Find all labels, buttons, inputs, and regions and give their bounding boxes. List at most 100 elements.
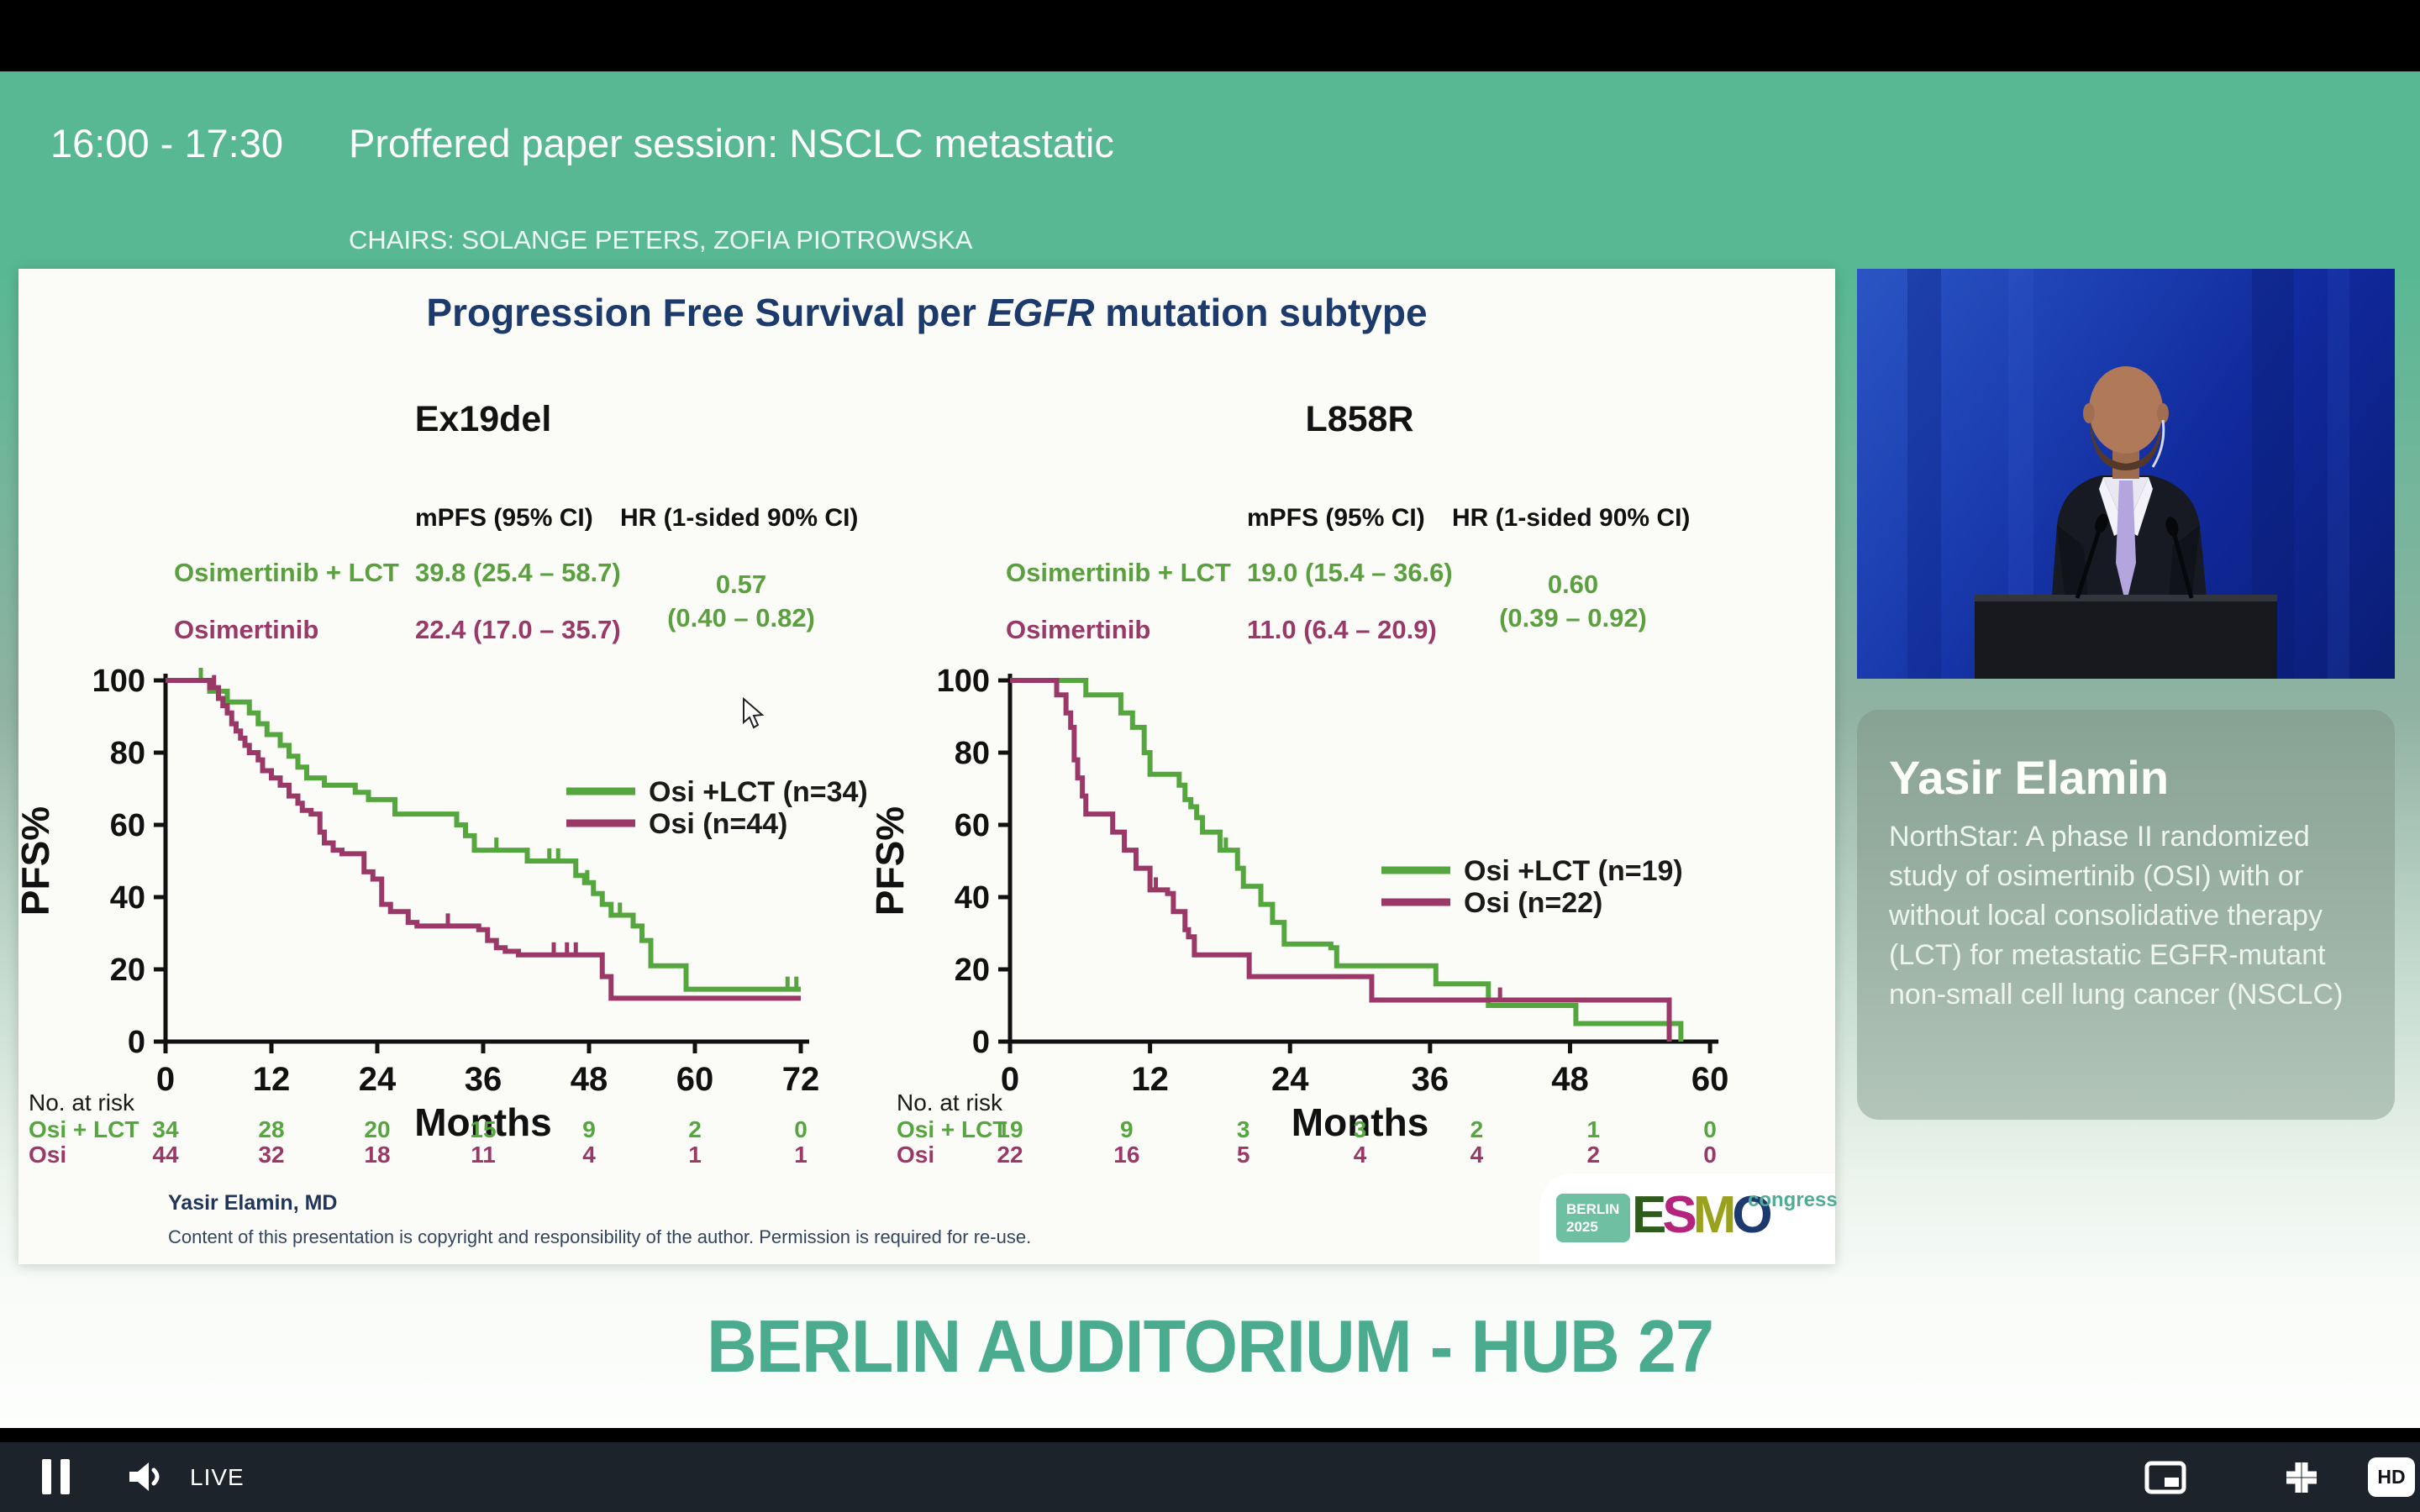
mpfs-value-osi-lct: 39.8 (25.4 – 58.7) — [415, 558, 621, 587]
svg-text:20: 20 — [110, 953, 145, 988]
compress-icon — [2286, 1462, 2317, 1493]
auditorium-banner: BERLIN AUDITORIUM - HUB 27 — [706, 1305, 1714, 1388]
mouse-cursor — [742, 696, 767, 735]
svg-text:3: 3 — [1237, 1116, 1250, 1142]
svg-text:48: 48 — [571, 1061, 608, 1098]
speaker-name: Yasir Elamin — [1889, 751, 2170, 804]
esmo-letter-m: M — [1692, 1186, 1737, 1244]
svg-text:2: 2 — [688, 1116, 702, 1142]
esmo-congress-label: congress — [1748, 1189, 1838, 1211]
slide-title-gene: EGFR — [986, 291, 1095, 334]
svg-text:11: 11 — [471, 1142, 496, 1168]
top-letterbox — [0, 0, 2420, 71]
svg-text:4: 4 — [582, 1142, 596, 1168]
hd-quality-button[interactable]: HD — [2368, 1457, 2415, 1497]
bottom-letterbox — [0, 1428, 2420, 1442]
svg-text:1: 1 — [794, 1142, 808, 1168]
svg-text:Osi +LCT (n=19): Osi +LCT (n=19) — [1464, 855, 1683, 887]
svg-text:0: 0 — [128, 1025, 145, 1060]
pause-button[interactable] — [42, 1459, 71, 1494]
svg-text:Osi + LCT: Osi + LCT — [897, 1116, 1007, 1142]
svg-text:40: 40 — [110, 880, 145, 916]
hr-header: HR (1-sided 90% CI) — [1452, 504, 1691, 532]
hr-ci: (0.39 – 0.92) — [1499, 603, 1647, 633]
svg-text:0: 0 — [1001, 1061, 1019, 1098]
svg-text:40: 40 — [955, 880, 990, 916]
svg-text:24: 24 — [1271, 1061, 1309, 1098]
player-controls-bar: LIVE HD — [0, 1442, 2420, 1512]
hr-header: HR (1-sided 90% CI) — [620, 504, 859, 532]
svg-text:Osi: Osi — [29, 1142, 66, 1168]
speaker-volume-icon — [129, 1462, 160, 1491]
svg-text:15: 15 — [470, 1116, 496, 1142]
esmo-city: BERLIN — [1566, 1201, 1620, 1217]
svg-text:60: 60 — [955, 808, 990, 843]
esmo-year: 2025 — [1566, 1219, 1598, 1235]
svg-text:80: 80 — [110, 736, 145, 771]
svg-text:12: 12 — [253, 1061, 291, 1098]
presentation-slide: Progression Free Survival per EGFR mutat… — [18, 269, 1838, 1264]
session-title: Proffered paper session: NSCLC metastati… — [349, 121, 1114, 165]
chart-title-ex19del: Ex19del — [414, 399, 552, 439]
slide-title-prefix: Progression Free Survival per — [426, 291, 987, 334]
svg-text:Osi + LCT: Osi + LCT — [29, 1116, 139, 1142]
fullscreen-toggle-button[interactable] — [2282, 1458, 2321, 1501]
svg-text:22: 22 — [997, 1142, 1023, 1168]
mpfs-header: mPFS (95% CI) — [415, 504, 593, 532]
svg-text:18: 18 — [364, 1142, 390, 1168]
mpfs-value-osi-lct: 19.0 (15.4 – 36.6) — [1247, 558, 1453, 587]
arm-label-osi-lct: Osimertinib + LCT — [1006, 558, 1231, 587]
svg-text:2: 2 — [1470, 1116, 1484, 1142]
stage: Progression Free Survival per EGFR mutat… — [0, 269, 2420, 1428]
volume-button[interactable] — [126, 1460, 165, 1498]
speaker-abstract: NorthStar: A phase II randomized study o… — [1889, 821, 2344, 1011]
svg-text:44: 44 — [152, 1142, 179, 1168]
svg-text:Osi (n=44): Osi (n=44) — [649, 808, 787, 840]
session-header: 16:00 - 17:30 Proffered paper session: N… — [0, 71, 2420, 269]
esmo-letter-e: E — [1632, 1186, 1666, 1244]
arm-label-osi-lct: Osimertinib + LCT — [174, 558, 399, 587]
svg-text:2: 2 — [1586, 1142, 1600, 1168]
svg-text:3: 3 — [1354, 1116, 1367, 1142]
svg-text:48: 48 — [1551, 1061, 1589, 1098]
slide-title-suffix: mutation subtype — [1094, 291, 1428, 334]
live-badge: LIVE — [190, 1464, 245, 1490]
slide-title: Progression Free Survival per EGFR mutat… — [426, 290, 1427, 335]
svg-text:28: 28 — [258, 1116, 284, 1142]
svg-text:1: 1 — [688, 1142, 702, 1168]
esmo-logo-card: BERLIN 2025 ESMO congress — [1539, 1173, 1838, 1264]
svg-text:1: 1 — [1586, 1116, 1600, 1142]
svg-text:4: 4 — [1470, 1142, 1484, 1168]
session-time: 16:00 - 17:30 — [50, 121, 283, 165]
svg-text:PFS%: PFS% — [18, 806, 57, 916]
mpfs-header: mPFS (95% CI) — [1247, 504, 1425, 532]
svg-text:Osi: Osi — [897, 1142, 934, 1168]
hr-value: 0.60 — [1547, 570, 1599, 599]
arm-label-osi: Osimertinib — [1006, 615, 1151, 644]
svg-text:9: 9 — [582, 1116, 596, 1142]
svg-text:5: 5 — [1237, 1142, 1250, 1168]
svg-text:36: 36 — [1412, 1061, 1449, 1098]
slide-author: Yasir Elamin, MD — [168, 1191, 338, 1215]
svg-text:0: 0 — [794, 1116, 808, 1142]
svg-text:34: 34 — [152, 1116, 179, 1142]
svg-text:72: 72 — [782, 1061, 820, 1098]
picture-in-picture-button[interactable] — [2144, 1461, 2186, 1499]
esmo-berlin-chip: BERLIN 2025 — [1556, 1194, 1630, 1242]
svg-text:4: 4 — [1354, 1142, 1367, 1168]
svg-text:Months: Months — [1292, 1100, 1429, 1144]
svg-text:20: 20 — [955, 953, 990, 988]
session-chairs: CHAIRS: SOLANGE PETERS, ZOFIA PIOTROWSKA — [349, 225, 973, 255]
svg-text:60: 60 — [110, 808, 145, 843]
svg-text:No. at risk: No. at risk — [897, 1089, 1003, 1116]
svg-text:Osi +LCT (n=34): Osi +LCT (n=34) — [649, 776, 868, 808]
pip-icon — [2144, 1461, 2186, 1494]
svg-text:100: 100 — [937, 664, 990, 699]
svg-text:36: 36 — [465, 1061, 502, 1098]
svg-text:12: 12 — [1131, 1061, 1169, 1098]
esmo-logo: ESMO — [1632, 1185, 1773, 1245]
mpfs-value-osi: 22.4 (17.0 – 35.7) — [415, 615, 621, 644]
speaker-video-feed[interactable] — [1857, 269, 2395, 679]
